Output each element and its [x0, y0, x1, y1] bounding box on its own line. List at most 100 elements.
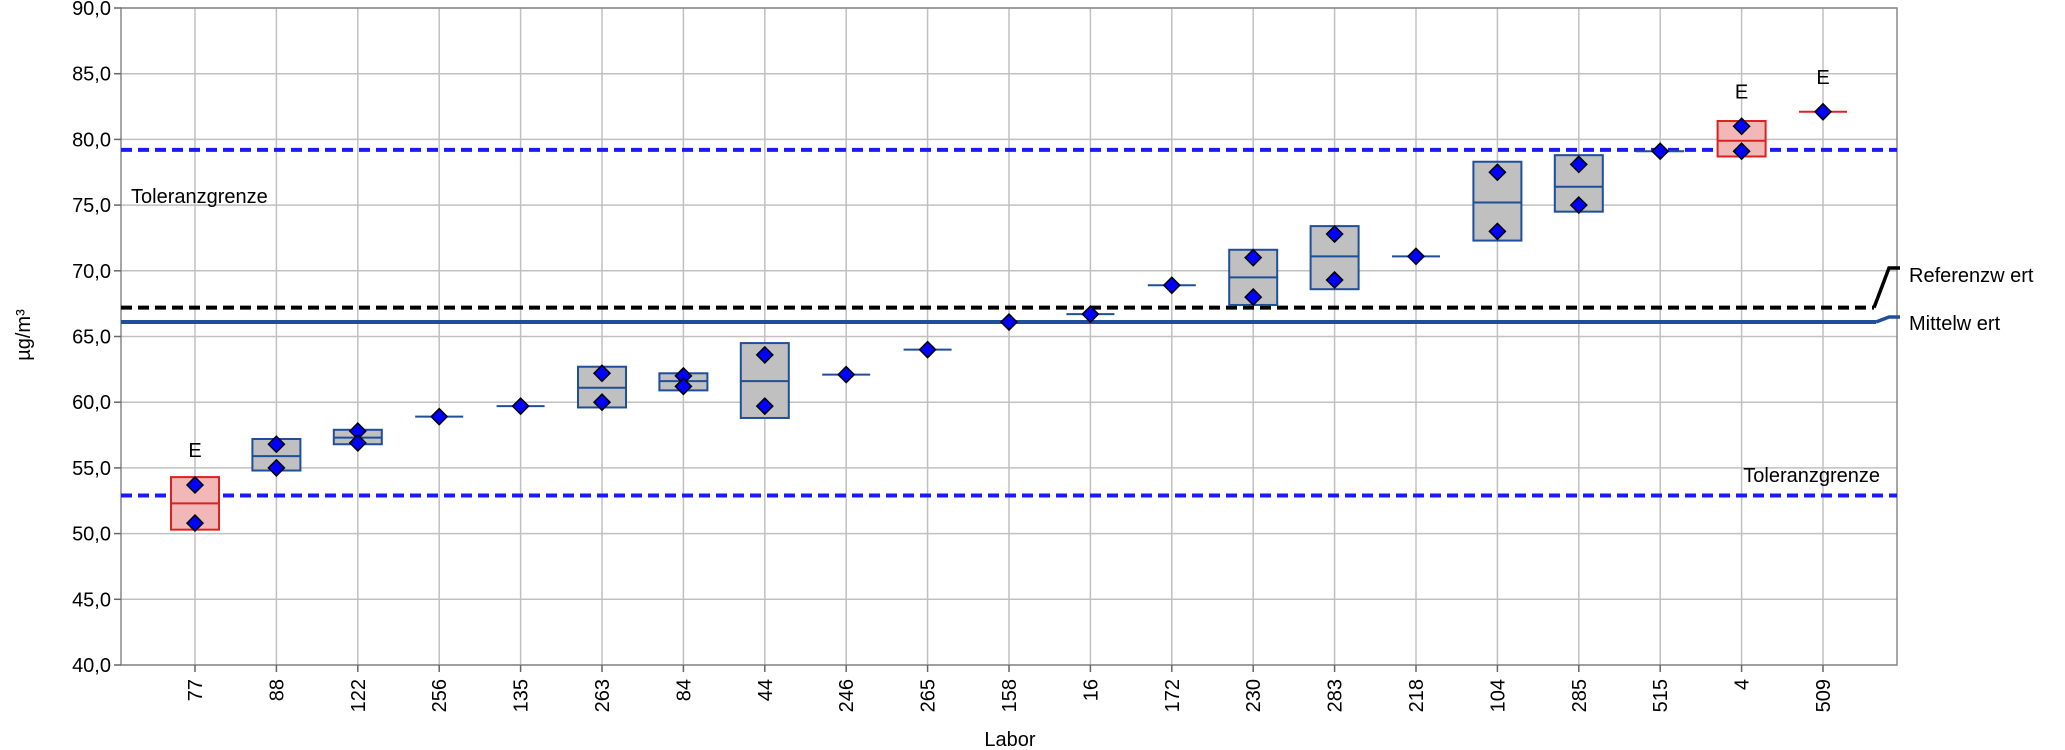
data-point [267, 458, 286, 477]
data-point [592, 393, 612, 412]
lab-44-group [739, 342, 790, 419]
lab-515-group [1636, 142, 1685, 161]
y-tick-label: 45,0 [72, 589, 111, 611]
data-point [1732, 117, 1751, 136]
x-tick-label: 265 [918, 679, 940, 712]
lab-283-group [1309, 224, 1360, 291]
x-tick-label: 285 [1569, 679, 1591, 712]
data-point [430, 407, 449, 426]
lab-104-group [1472, 160, 1523, 242]
x-tick-label: 263 [592, 679, 614, 712]
data-point [1732, 142, 1751, 161]
upper-tolerance-label: Toleranzgrenze [131, 186, 268, 208]
mittelwert-label: Mittelw ert [1909, 313, 2001, 335]
lab-230-group [1228, 248, 1279, 307]
outlier-flag-label: E [188, 440, 201, 462]
data-point [1162, 276, 1181, 295]
lab-256-group [415, 407, 464, 426]
y-axis-label: µg/m³ [13, 309, 35, 361]
data-point [1813, 102, 1833, 121]
data-point [755, 397, 774, 416]
lab-88-group [251, 435, 302, 477]
x-tick-label: 77 [185, 679, 207, 701]
lab-122-group [332, 422, 383, 452]
x-tick-label: 135 [511, 679, 533, 712]
referenzwert-leader [1872, 266, 1900, 309]
lab-285-group [1553, 154, 1604, 215]
data-point [837, 365, 856, 384]
outlier-flag-label: E [1816, 67, 1829, 89]
x-tick-label: 84 [673, 679, 695, 701]
x-tick-label: 16 [1080, 679, 1102, 701]
lab-16-group [1066, 305, 1115, 324]
y-tick-label: 65,0 [72, 327, 111, 349]
y-tick-label: 55,0 [72, 458, 111, 480]
x-tick-label: 104 [1487, 679, 1509, 712]
x-tick-label: 246 [836, 679, 858, 712]
y-tick-label: 60,0 [72, 392, 111, 414]
x-tick-label: 218 [1406, 679, 1428, 712]
lab-509-group: E [1799, 67, 1847, 121]
data-point [1651, 142, 1670, 161]
y-tick-label: 80,0 [72, 129, 111, 151]
x-tick-label: 4 [1732, 679, 1754, 690]
lab-158-group [985, 312, 1033, 332]
data-point [348, 433, 367, 452]
x-tick-label: 509 [1813, 679, 1835, 712]
x-tick-label: 515 [1650, 679, 1672, 712]
y-axis: 40,0 45,0 50,0 55,0 60,0 65,0 70,0 75,0 80,0 85,0… [72, 0, 121, 677]
lab-135-group [496, 397, 545, 416]
y-tick-label: 40,0 [72, 655, 111, 677]
lab-4-group: E [1716, 81, 1767, 161]
x-tick-label: 122 [348, 679, 370, 712]
reference-lines: Referenzw ert Mittelw ert Toleranzgrenze To… [121, 147, 2034, 498]
y-tick-label: 75,0 [72, 195, 111, 217]
lab-246-group [822, 365, 871, 384]
data-point [1406, 247, 1426, 266]
data-point [1569, 155, 1588, 174]
data-point [1244, 248, 1263, 267]
x-tick-label: 283 [1325, 679, 1347, 712]
data-point [1488, 163, 1507, 182]
data-point [185, 514, 205, 533]
data-point [267, 435, 286, 454]
data-point [592, 364, 612, 383]
lab-265-group [903, 340, 952, 359]
lower-tolerance-label: Toleranzgrenze [1743, 465, 1880, 487]
x-tick-label: 172 [1162, 679, 1184, 712]
data-point [1569, 196, 1588, 215]
data-point [755, 345, 774, 364]
lab-218-group [1392, 247, 1440, 266]
x-tick-label: 44 [755, 679, 777, 701]
data-point [674, 377, 693, 396]
y-tick-label: 85,0 [72, 64, 111, 86]
data-point [918, 340, 937, 359]
lab-263-group [577, 364, 627, 412]
data-point [1081, 305, 1100, 324]
lab-77-group: E [170, 440, 220, 533]
data-point [185, 475, 205, 495]
data-point [1488, 222, 1507, 241]
x-axis: 77 88 122 256 135 263 84 44 246 265 158 16 172 230 283… [185, 665, 1835, 712]
mittelwert-leader [1875, 315, 1900, 324]
data-marks: E E E [170, 67, 1847, 533]
data-point [1325, 270, 1344, 290]
data-point [511, 397, 530, 416]
data-point [1325, 224, 1344, 244]
x-axis-label: Labor [984, 729, 1035, 750]
data-point [1244, 288, 1263, 307]
x-tick-label: 230 [1243, 679, 1265, 712]
grid [120, 7, 1898, 666]
x-tick-label: 256 [429, 679, 451, 712]
x-tick-label: 88 [266, 679, 288, 701]
y-tick-label: 50,0 [72, 524, 111, 546]
x-tick-label: 158 [999, 679, 1021, 712]
data-point [999, 312, 1019, 332]
referenzwert-label: Referenzw ert [1909, 265, 2034, 287]
outlier-flag-label: E [1735, 81, 1748, 103]
y-tick-label: 90,0 [72, 0, 111, 20]
y-tick-label: 70,0 [72, 261, 111, 283]
lab-172-group [1147, 276, 1196, 295]
lab-84-group [658, 366, 709, 396]
